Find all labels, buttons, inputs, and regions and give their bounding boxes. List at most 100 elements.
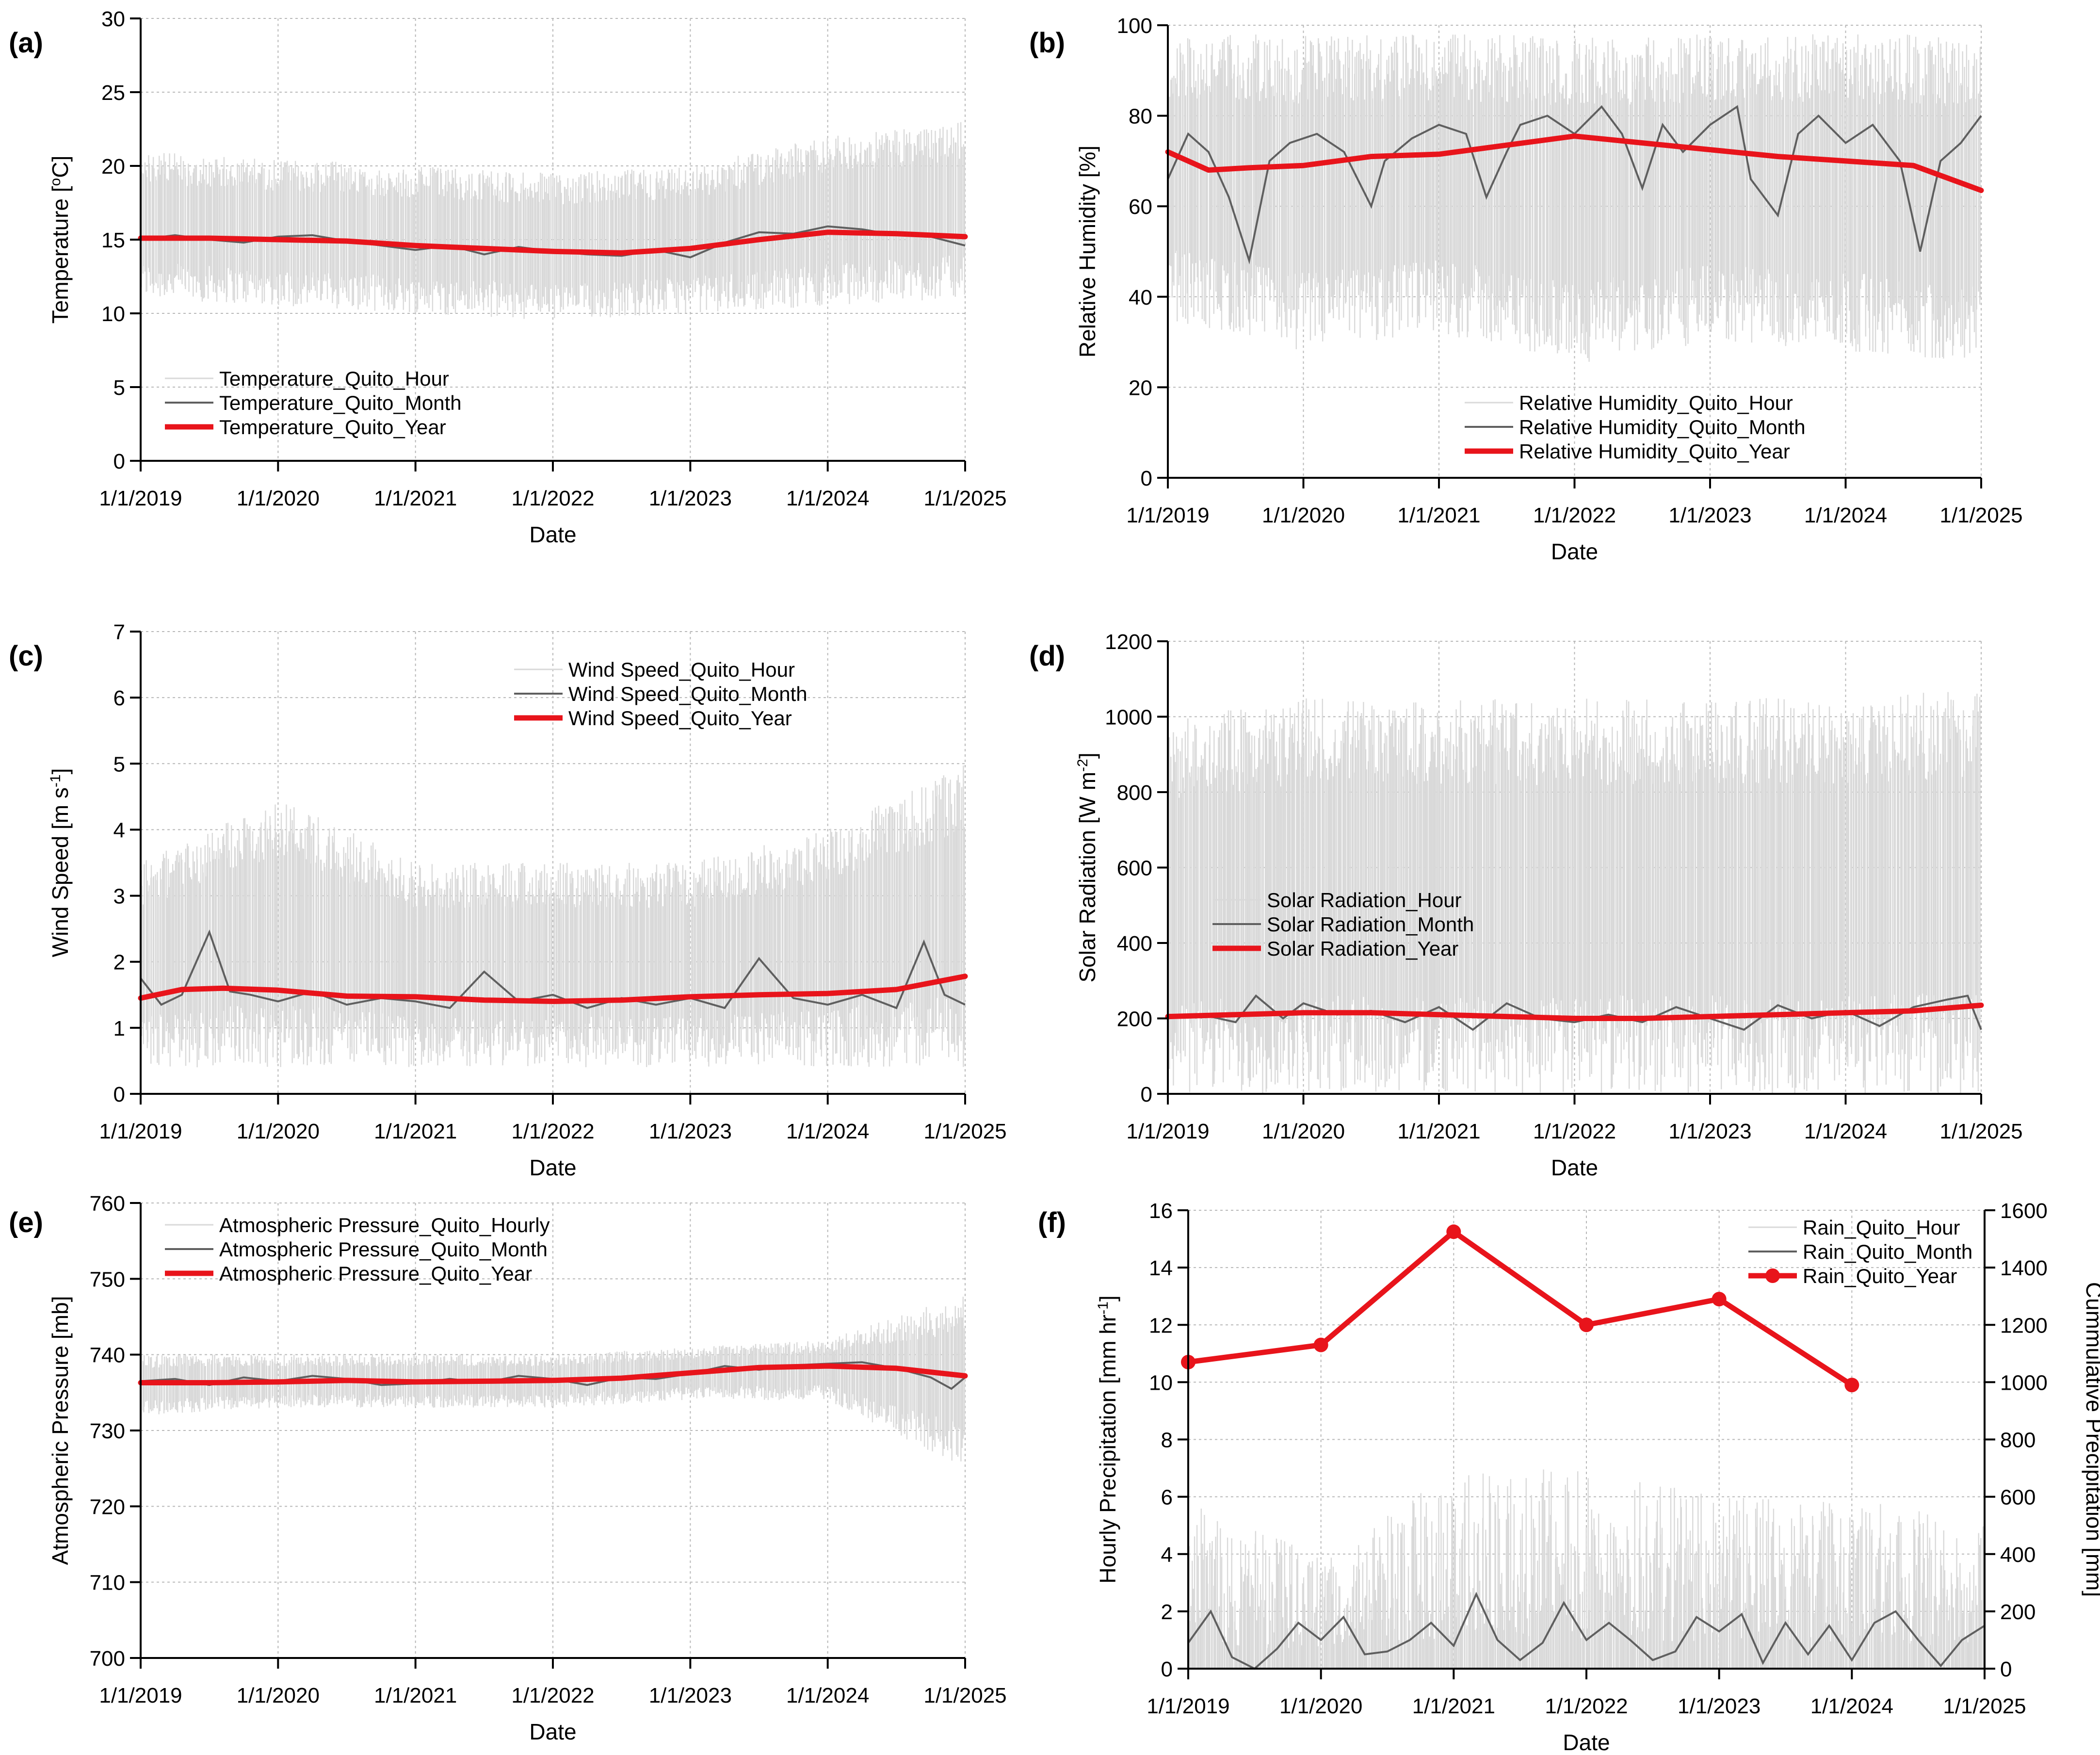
legend: Rain_Quito_HourRain_Quito_MonthRain_Quit… (1748, 1216, 1972, 1287)
y-tick-label: 20 (101, 155, 125, 179)
y-tick-label: 25 (101, 81, 125, 105)
year-marker-point (1313, 1337, 1328, 1352)
x-tick-label: 1/1/2025 (1943, 1694, 2026, 1718)
x-tick-label: 1/1/2022 (511, 487, 594, 510)
y-tick-label: 0 (1141, 467, 1152, 490)
legend-label: Rain_Quito_Year (1803, 1265, 1957, 1287)
y-label-superscript: -1 (1095, 1301, 1111, 1315)
y2-tick-label: 200 (2000, 1600, 2035, 1624)
year-series-line (1165, 1002, 1984, 1021)
y-axis-label: Relative Humidity [%] (1075, 146, 1100, 358)
y-tick-label: 6 (1161, 1486, 1173, 1510)
x-tick-label: 1/1/2021 (1397, 504, 1480, 527)
year-series-line (138, 974, 968, 1004)
year-marker-point (1712, 1292, 1727, 1307)
y2-tick-label: 1400 (2000, 1256, 2048, 1280)
y-tick-label: 720 (90, 1495, 125, 1519)
panel-label: (e) (9, 1207, 43, 1238)
legend-label: Atmospheric Pressure_Quito_Month (219, 1238, 548, 1261)
y-tick-label: 30 (101, 7, 125, 31)
y-label-part: Solar Radiation [W m (1075, 772, 1100, 983)
x-tick-label: 1/1/2022 (511, 1684, 594, 1707)
legend-label: Wind Speed_Quito_Hour (568, 658, 795, 681)
y2-tick-label: 600 (2000, 1486, 2035, 1510)
legend: Temperature_Quito_HourTemperature_Quito_… (165, 367, 462, 439)
y-tick-label: 800 (1117, 781, 1152, 805)
x-tick-label: 1/1/2020 (237, 1120, 320, 1143)
x-tick-label: 1/1/2025 (923, 487, 1006, 510)
legend-label: Wind Speed_Quito_Year (568, 707, 792, 730)
legend-label: Rain_Quito_Hour (1803, 1216, 1960, 1239)
panel-f: (f) 0 2 4 6 8 10 12 14 16 0 200 400 600 800 1000 1200 140… (1038, 1199, 2100, 1755)
y2-tick-label: 0 (2000, 1658, 2012, 1681)
y-tick-label: 1 (113, 1017, 125, 1040)
y-label-part: Hourly Precipitation [mm hr (1095, 1315, 1120, 1584)
x-tick-label: 1/1/2019 (1147, 1694, 1229, 1718)
x-tick-label: 1/1/2021 (374, 1120, 457, 1143)
x-tick-label: 1/1/2023 (649, 1120, 732, 1143)
x-tick-label: 1/1/2022 (1545, 1694, 1628, 1718)
y-tick-label: 0 (1141, 1083, 1152, 1106)
x-tick-label: 1/1/2021 (374, 1684, 457, 1707)
legend-label: Relative Humidity_Quito_Hour (1519, 391, 1793, 414)
year-marker-point (1844, 1378, 1859, 1393)
hour-series-band (1167, 34, 1981, 362)
y-tick-label: 710 (90, 1571, 125, 1595)
y-tick-label: 100 (1117, 14, 1152, 38)
y-axis-label: Hourly Precipitation [mm hr-1] (1095, 1295, 1121, 1583)
x-axis-label: Date (1551, 539, 1598, 564)
y-tick-label: 730 (90, 1419, 125, 1443)
legend-label: Temperature_Quito_Hour (219, 367, 449, 390)
panel-label: (d) (1029, 640, 1065, 672)
legend-label: Solar Radiation_Year (1267, 937, 1458, 960)
x-tick-label: 1/1/2023 (1678, 1694, 1761, 1718)
panel-b: (b) 0 20 40 60 80 100 1/1/2019 1/1/2020 1/1/2021 1… (1029, 14, 2023, 564)
legend-label: Solar Radiation_Month (1267, 913, 1474, 936)
x-tick-label: 1/1/2023 (649, 1684, 732, 1707)
x-tick-label: 1/1/2020 (237, 1684, 320, 1707)
panel-e: (e) 700 710 720 730 740 750 760 1/1/2019 1/1/2020… (9, 1192, 1007, 1744)
y-tick-label: 2 (113, 951, 125, 975)
y2-tick-label: 400 (2000, 1543, 2035, 1567)
x-tick-label: 1/1/2022 (1533, 1120, 1616, 1143)
y-label-part: ] (48, 768, 73, 775)
x-tick-label: 1/1/2019 (99, 1120, 182, 1143)
y-tick-label: 760 (90, 1192, 125, 1216)
hour-series-band (1188, 1469, 1984, 1669)
x-tick-label: 1/1/2021 (374, 487, 457, 510)
y-tick-label: 10 (1149, 1371, 1173, 1395)
panel-c: (c) 0 1 2 3 4 5 6 7 1/1/2019 1/1/2020 1/1/2021 1/1/2… (9, 620, 1007, 1180)
y2-tick-label: 1000 (2000, 1371, 2048, 1395)
x-tick-label: 1/1/2024 (786, 1684, 869, 1707)
y2-tick-label: 1200 (2000, 1314, 2048, 1337)
x-tick-label: 1/1/2025 (923, 1120, 1006, 1143)
y2-tick-label: 800 (2000, 1429, 2035, 1452)
y-axis-label: Temperature [oC] (48, 156, 73, 324)
y-tick-label: 2 (1161, 1600, 1173, 1624)
x-tick-label: 1/1/2025 (923, 1684, 1006, 1707)
x-tick-label: 1/1/2024 (786, 487, 869, 510)
legend-label: Relative Humidity_Quito_Month (1519, 416, 1806, 439)
year-series-line (1185, 1229, 1855, 1388)
x-tick-label: 1/1/2019 (1126, 504, 1209, 527)
legend-label: Atmospheric Pressure_Quito_Hourly (219, 1214, 550, 1236)
y-tick-label: 200 (1117, 1008, 1152, 1031)
x-axis-label: Date (1551, 1155, 1598, 1180)
y-label-superscript: -1 (48, 774, 64, 787)
x-tick-label: 1/1/2025 (1939, 504, 2022, 527)
x-tick-label: 1/1/2024 (786, 1120, 869, 1143)
y-label-part: Temperature [ (48, 186, 73, 324)
y-label-part: C] (48, 156, 73, 178)
x-tick-label: 1/1/2019 (99, 487, 182, 510)
x-tick-label: 1/1/2023 (649, 487, 732, 510)
year-series-line (138, 229, 968, 256)
y-tick-label: 6 (113, 686, 125, 710)
y-tick-label: 20 (1129, 376, 1152, 400)
year-marker-point (1446, 1224, 1461, 1239)
hour-series-band (141, 122, 966, 319)
x-tick-label: 1/1/2021 (1412, 1694, 1495, 1718)
y-tick-label: 3 (113, 885, 125, 909)
year-series-line (138, 1363, 968, 1385)
legend-label: Temperature_Quito_Month (219, 391, 462, 414)
